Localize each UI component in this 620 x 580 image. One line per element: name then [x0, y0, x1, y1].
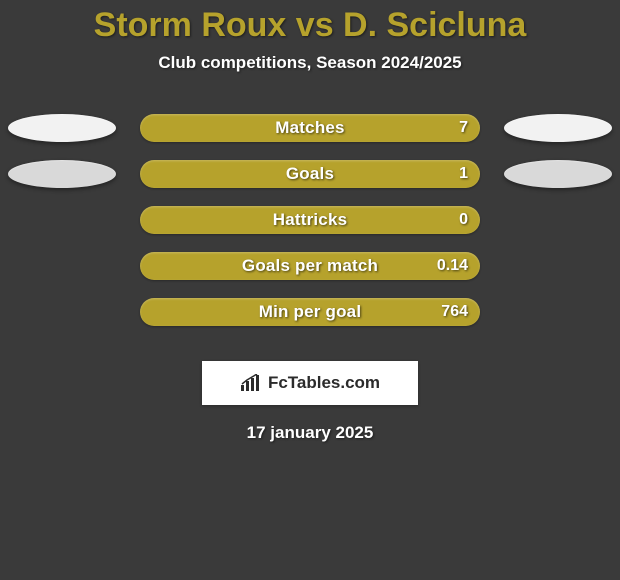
stat-label: Matches — [275, 118, 344, 138]
stats-area: Matches 7 Goals 1 Hattricks 0 Goals per … — [0, 105, 620, 335]
stat-row-goals: Goals 1 — [0, 151, 620, 197]
ellipse-right-goals — [504, 160, 612, 188]
stat-bar-matches: Matches 7 — [140, 114, 480, 142]
stat-row-goals-per-match: Goals per match 0.14 — [0, 243, 620, 289]
stat-label: Hattricks — [273, 210, 348, 230]
stat-bar-hattricks: Hattricks 0 — [140, 206, 480, 234]
brand-text: FcTables.com — [268, 373, 380, 393]
stat-value: 0.14 — [437, 257, 468, 275]
stat-bar-min-per-goal: Min per goal 764 — [140, 298, 480, 326]
stat-value: 0 — [459, 211, 468, 229]
ellipse-left-goals — [8, 160, 116, 188]
stat-bar-goals-per-match: Goals per match 0.14 — [140, 252, 480, 280]
stat-value: 7 — [459, 119, 468, 137]
stat-value: 764 — [441, 303, 468, 321]
stat-bar-goals: Goals 1 — [140, 160, 480, 188]
stat-row-hattricks: Hattricks 0 — [0, 197, 620, 243]
page-subtitle: Club competitions, Season 2024/2025 — [0, 53, 620, 73]
stat-row-min-per-goal: Min per goal 764 — [0, 289, 620, 335]
infographic-root: Storm Roux vs D. Scicluna Club competiti… — [0, 0, 620, 580]
stat-row-matches: Matches 7 — [0, 105, 620, 151]
ellipse-left-matches — [8, 114, 116, 142]
page-title: Storm Roux vs D. Scicluna — [0, 0, 620, 45]
footer-date: 17 january 2025 — [0, 423, 620, 443]
ellipse-right-matches — [504, 114, 612, 142]
stat-label: Goals per match — [242, 256, 378, 276]
stat-label: Min per goal — [259, 302, 362, 322]
brand-box[interactable]: FcTables.com — [202, 361, 418, 405]
bar-chart-icon — [240, 374, 262, 392]
stat-value: 1 — [459, 165, 468, 183]
stat-label: Goals — [286, 164, 334, 184]
